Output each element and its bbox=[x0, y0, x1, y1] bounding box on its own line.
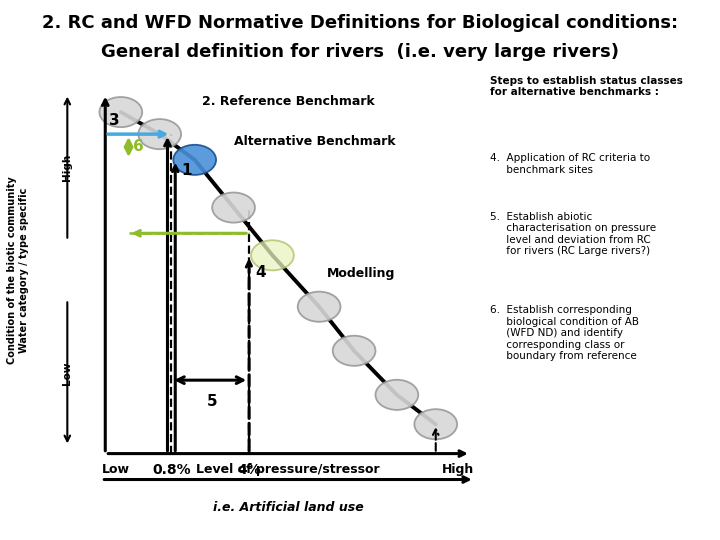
Text: 6.  Establish corresponding
     biological condition of AB
     (WFD ND) and id: 6. Establish corresponding biological co… bbox=[490, 305, 639, 361]
Text: Low: Low bbox=[102, 463, 130, 476]
Text: 1: 1 bbox=[181, 163, 192, 178]
Text: 4.  Application of RC criteria to
     benchmark sites: 4. Application of RC criteria to benchma… bbox=[490, 153, 649, 175]
Text: 2. Reference Benchmark: 2. Reference Benchmark bbox=[202, 94, 375, 108]
Ellipse shape bbox=[251, 240, 294, 271]
Text: 2. RC and WFD Normative Definitions for Biological conditions:: 2. RC and WFD Normative Definitions for … bbox=[42, 14, 678, 31]
Text: i.e. Artificial land use: i.e. Artificial land use bbox=[212, 501, 364, 514]
Ellipse shape bbox=[174, 145, 216, 175]
Text: Alternative Benchmark: Alternative Benchmark bbox=[233, 135, 395, 148]
Text: General definition for rivers  (i.e. very large rivers): General definition for rivers (i.e. very… bbox=[101, 43, 619, 61]
Text: 6: 6 bbox=[133, 139, 144, 154]
Text: 5: 5 bbox=[207, 394, 217, 409]
Text: High: High bbox=[442, 463, 474, 476]
Ellipse shape bbox=[376, 380, 418, 410]
Text: 4: 4 bbox=[255, 265, 266, 280]
Text: High: High bbox=[63, 153, 72, 181]
Ellipse shape bbox=[333, 336, 376, 366]
Ellipse shape bbox=[298, 292, 341, 322]
Text: 3: 3 bbox=[109, 113, 120, 128]
Ellipse shape bbox=[212, 193, 255, 222]
Ellipse shape bbox=[138, 119, 181, 149]
Text: Steps to establish status classes
for alternative benchmarks :: Steps to establish status classes for al… bbox=[490, 76, 683, 97]
Text: Modelling: Modelling bbox=[327, 267, 395, 280]
Text: 4%: 4% bbox=[238, 463, 261, 477]
Text: Condition of the biotic community
Water category / type specific: Condition of the biotic community Water … bbox=[7, 176, 29, 364]
Text: Level of pressure/stressor: Level of pressure/stressor bbox=[196, 463, 380, 476]
Ellipse shape bbox=[99, 97, 143, 127]
Text: Low: Low bbox=[63, 361, 72, 384]
Ellipse shape bbox=[415, 409, 457, 439]
Text: 0.8%: 0.8% bbox=[152, 463, 191, 477]
Text: 5.  Establish abiotic
     characterisation on pressure
     level and deviation: 5. Establish abiotic characterisation on… bbox=[490, 212, 656, 256]
